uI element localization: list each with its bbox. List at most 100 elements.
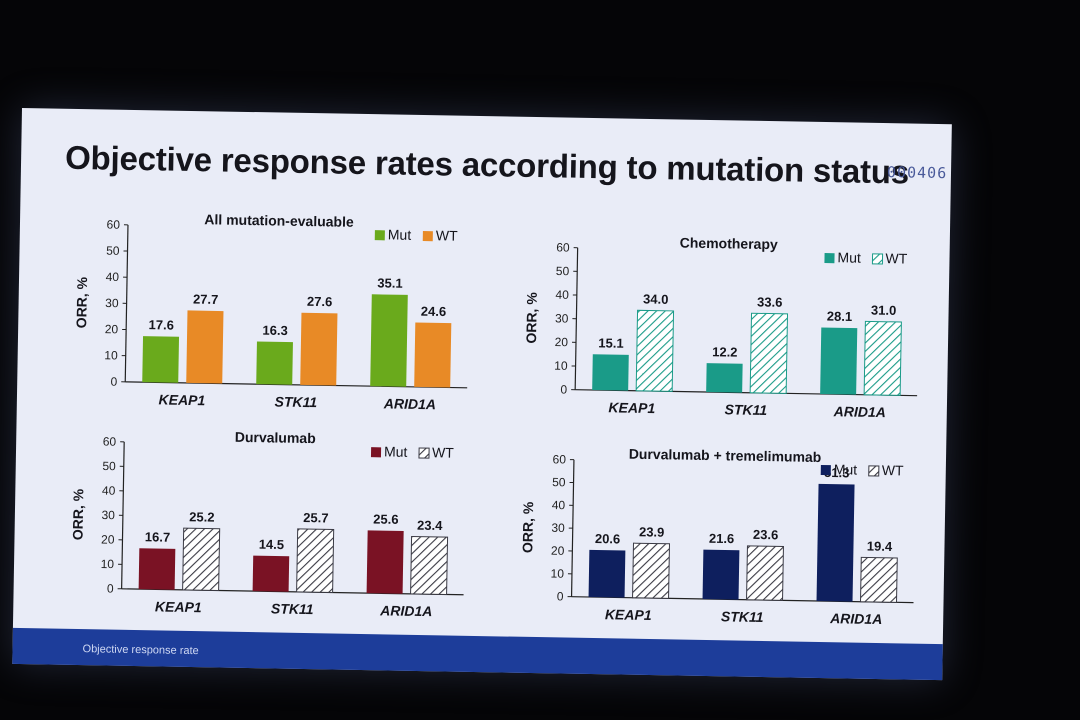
y-tick-label: 50 <box>552 475 566 489</box>
bar-stk11-wt <box>746 545 784 601</box>
legend-label-mut: Mut <box>837 249 861 265</box>
chart-title: Chemotherapy <box>680 235 778 253</box>
category-label-keap1: KEAP1 <box>608 399 655 416</box>
bar-stk11-wt <box>296 528 335 594</box>
chart-title: Durvalumab + tremelimumab <box>629 446 822 465</box>
x-axis <box>121 588 464 596</box>
bar-arid1a-mut <box>366 530 404 594</box>
legend-swatch-mut <box>370 447 382 458</box>
y-tick-label: 60 <box>552 452 566 466</box>
y-tick-label: 10 <box>104 348 118 362</box>
data-label-stk11-wt: 23.6 <box>753 527 779 542</box>
category-label-arid1a: ARID1A <box>383 395 436 412</box>
bar-keap1-wt <box>632 542 671 599</box>
bar-stk11-wt <box>300 312 338 386</box>
y-tick-label: 10 <box>554 359 568 373</box>
y-axis-label: ORR, % <box>519 501 536 553</box>
legend-label-mut: Mut <box>384 443 408 459</box>
y-tick-label: 20 <box>555 335 569 349</box>
y-tick-label: 10 <box>101 557 115 571</box>
y-tick-label: 40 <box>555 288 569 302</box>
data-label-stk11-wt: 27.6 <box>307 294 333 309</box>
category-label-stk11: STK11 <box>724 401 767 418</box>
data-label-keap1-mut: 15.1 <box>598 335 624 350</box>
bar-keap1-wt <box>186 310 224 384</box>
y-tick-label: 30 <box>101 508 115 522</box>
y-axis <box>121 441 125 589</box>
y-axis <box>574 247 579 390</box>
y-axis-label: ORR, % <box>523 292 540 344</box>
y-tick-label: 0 <box>557 589 564 603</box>
category-label-arid1a: ARID1A <box>379 602 432 619</box>
data-label-arid1a-wt: 24.6 <box>421 304 447 319</box>
legend-swatch-mut <box>374 230 385 241</box>
category-label-arid1a: ARID1A <box>829 610 882 627</box>
data-label-keap1-wt: 27.7 <box>193 292 219 307</box>
category-label-stk11: STK11 <box>271 600 314 617</box>
bar-keap1-mut <box>588 549 626 598</box>
data-label-keap1-mut: 20.6 <box>595 531 621 546</box>
data-label-keap1-mut: 17.6 <box>148 317 174 332</box>
data-label-arid1a-wt: 23.4 <box>417 518 443 533</box>
x-axis <box>571 596 914 604</box>
category-label-stk11: STK11 <box>721 608 764 625</box>
legend-swatch-wt <box>868 465 880 477</box>
data-label-arid1a-wt: 31.0 <box>871 302 897 317</box>
y-tick-label: 10 <box>550 566 564 580</box>
y-tick-label: 0 <box>107 582 114 596</box>
bar-stk11-mut <box>706 363 743 393</box>
legend-swatch-wt <box>418 447 430 459</box>
chart-title: All mutation-evaluable <box>204 211 354 230</box>
bar-stk11-wt <box>749 312 789 394</box>
chart-title: Durvalumab <box>235 429 316 446</box>
data-label-arid1a-wt: 19.4 <box>867 539 893 554</box>
data-label-stk11-mut: 14.5 <box>259 537 285 552</box>
data-label-keap1-wt: 23.9 <box>639 524 665 539</box>
y-tick-label: 40 <box>102 483 116 497</box>
y-axis <box>124 224 129 382</box>
data-label-stk11-wt: 33.6 <box>757 294 783 309</box>
data-label-stk11-mut: 16.3 <box>262 323 288 338</box>
data-label-arid1a-mut: 25.6 <box>373 511 399 526</box>
category-label-keap1: KEAP1 <box>158 391 205 408</box>
y-tick-label: 20 <box>101 532 115 546</box>
bar-keap1-wt <box>635 309 675 392</box>
data-label-stk11-mut: 12.2 <box>712 344 738 359</box>
y-tick-label: 30 <box>555 311 569 325</box>
data-label-keap1-wt: 34.0 <box>643 291 669 306</box>
y-tick-label: 60 <box>103 434 117 448</box>
y-axis-label: ORR, % <box>73 276 90 328</box>
footnote: Objective response rate <box>82 643 199 658</box>
legend-label-wt: WT <box>432 444 454 460</box>
bar-keap1-wt <box>182 527 221 592</box>
y-tick-label: 30 <box>551 521 565 535</box>
y-tick-label: 50 <box>556 264 570 278</box>
data-label-arid1a-mut: 35.1 <box>377 275 403 290</box>
legend-label-wt: WT <box>436 227 458 243</box>
chart-durvalumab: Durvalumab ORR, % 0 10 20 30 40 50 60 16.7 25.2 KEA… <box>69 429 464 619</box>
bar-arid1a-wt <box>863 320 902 396</box>
bar-stk11-mut <box>702 549 740 600</box>
legend-swatch-wt <box>422 231 433 242</box>
y-axis <box>570 459 575 597</box>
bar-arid1a-mut <box>816 483 855 602</box>
y-axis-label: ORR, % <box>69 488 86 540</box>
category-label-keap1: KEAP1 <box>155 598 202 615</box>
y-tick-label: 40 <box>552 498 566 512</box>
bar-stk11-mut <box>252 555 290 592</box>
y-tick-label: 60 <box>556 240 570 254</box>
chart-all-mutation-evaluable: All mutation-evaluable ORR, % 0 10 20 30 40 50 6… <box>73 211 468 412</box>
slide-title: Objective response rates according to mu… <box>64 138 910 191</box>
x-axis <box>575 389 918 397</box>
bar-arid1a-wt <box>410 536 449 595</box>
y-tick-label: 50 <box>106 244 120 258</box>
y-tick-label: 50 <box>102 459 116 473</box>
bar-keap1-mut <box>142 336 180 383</box>
y-tick-label: 30 <box>105 296 119 310</box>
x-axis <box>125 381 468 389</box>
y-tick-label: 40 <box>106 270 120 284</box>
chart-durvalumab-tremelimumab: Durvalumab + tremelimumab ORR, % 0 10 20 30 40… <box>519 446 914 627</box>
y-tick-label: 60 <box>106 217 120 231</box>
legend-swatch-mut <box>824 253 835 264</box>
legend-label-mut: Mut <box>834 461 858 477</box>
